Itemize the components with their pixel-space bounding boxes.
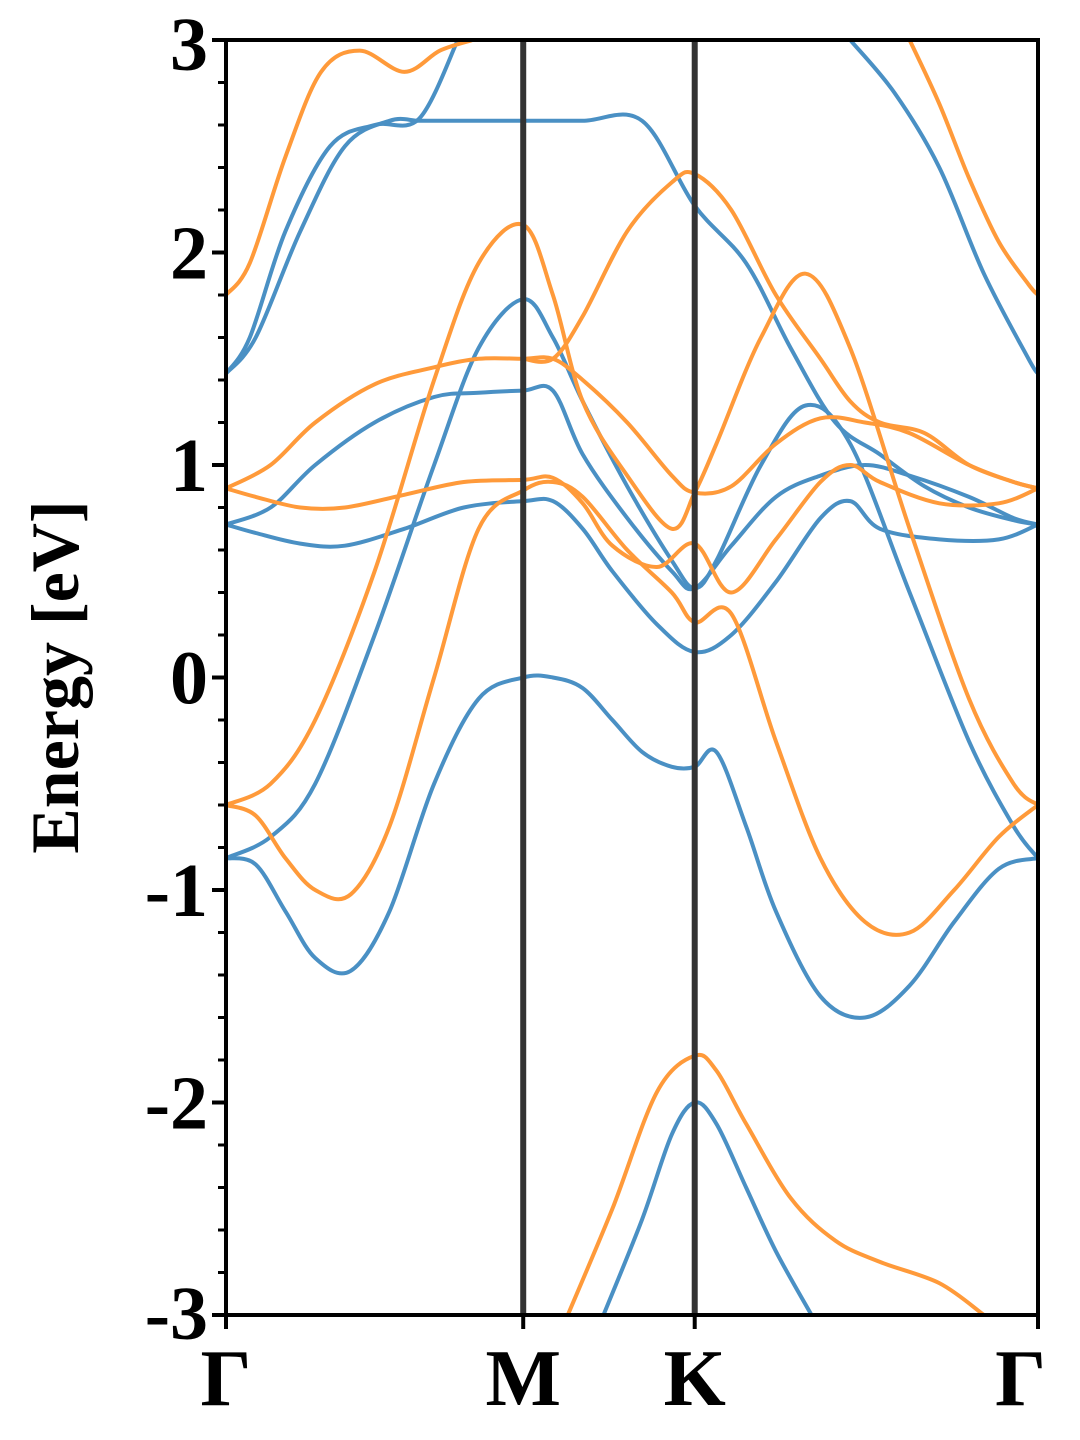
- band-line-spin-a-2: [226, 297, 1038, 861]
- series-layer: [226, 40, 1038, 1315]
- band-line-spin-a-4: [226, 383, 1038, 592]
- x-tick-label-m: M: [485, 1335, 561, 1423]
- y-tick-label: 2: [170, 212, 208, 296]
- band-line-spin-a-8: [601, 1100, 814, 1315]
- band-line-spin-a-6: [226, 40, 460, 376]
- axes-frame: [224, 38, 1040, 1317]
- y-tick-label: -2: [145, 1062, 208, 1146]
- y-tick-label: -3: [145, 1272, 208, 1356]
- band-line-spin-b-13: [521, 169, 1038, 491]
- band-line-spin-b-16: [565, 1052, 986, 1315]
- k-point-lines: [520, 40, 698, 1315]
- y-tick-label: 3: [170, 3, 208, 87]
- band-line-spin-b-14: [226, 40, 475, 297]
- y-axis-label: Energy [eV]: [17, 500, 93, 853]
- x-tick-label-k: K: [664, 1335, 726, 1423]
- x-tick-label-gamma: Γ: [995, 1335, 1046, 1423]
- band-line-spin-b-12: [226, 355, 1038, 496]
- y-tick-label: -1: [145, 849, 208, 933]
- tick-layer: -3 -2 -1 0 1 2 3 Γ M K Γ: [145, 3, 1046, 1423]
- band-line-spin-a-5: [226, 112, 1038, 527]
- y-tick-label: 1: [170, 424, 208, 508]
- band-line-spin-b-11: [226, 463, 1038, 595]
- band-line-spin-b-15: [907, 40, 1038, 297]
- band-line-spin-b-10: [226, 221, 1038, 807]
- y-tick-label: 0: [170, 637, 208, 721]
- x-tick-label-gamma: Γ: [201, 1335, 252, 1423]
- band-line-spin-b-9: [226, 479, 1038, 937]
- plot-frame: [224, 38, 1040, 1317]
- band-line-spin-a-1: [226, 673, 1038, 1020]
- band-line-spin-a-7: [848, 40, 1038, 376]
- band-line-spin-a-3: [226, 496, 1038, 655]
